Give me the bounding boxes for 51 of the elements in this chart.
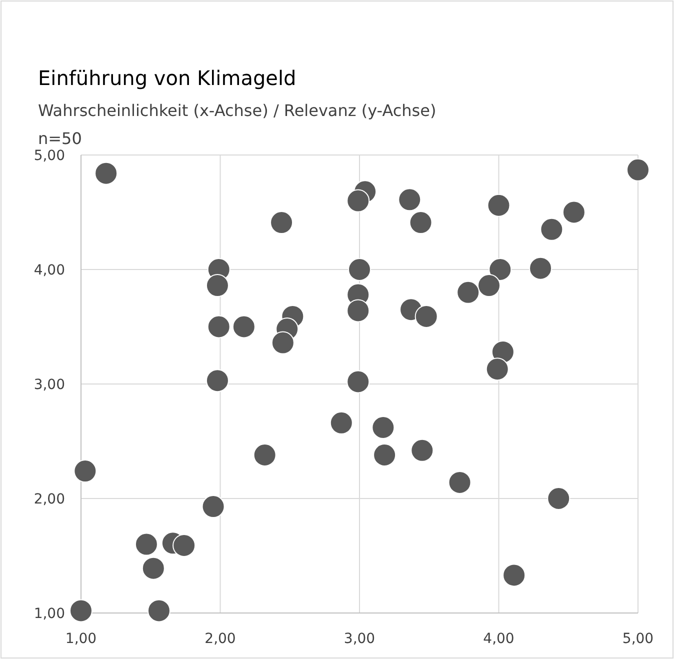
y-tick-label: 5,00	[34, 148, 65, 164]
point	[562, 200, 586, 224]
point	[74, 460, 97, 482]
x-tick-label: 3,00	[344, 631, 376, 647]
point	[270, 211, 294, 234]
point	[348, 258, 371, 281]
point	[456, 280, 480, 304]
point	[346, 370, 370, 394]
point	[502, 564, 526, 587]
point	[398, 188, 422, 212]
y-tick-label: 4,00	[34, 262, 65, 278]
x-tick-label: 5,00	[622, 631, 654, 647]
point	[410, 438, 434, 462]
point	[409, 211, 432, 234]
point	[626, 158, 650, 182]
point	[372, 416, 395, 439]
point	[487, 194, 510, 217]
y-tick-label: 2,00	[34, 492, 65, 508]
point	[540, 218, 564, 241]
point	[142, 556, 165, 580]
point	[206, 369, 229, 392]
x-tick-label: 1,00	[65, 631, 97, 647]
point	[346, 189, 370, 212]
point	[232, 315, 256, 338]
point	[478, 274, 501, 298]
point	[207, 315, 230, 338]
point	[547, 487, 570, 510]
chart-subtitle: Wahrscheinlichkeit (x-Achse) / Relevanz (y-Achse)	[38, 101, 436, 120]
point	[529, 256, 552, 280]
y-tick-label: 3,00	[34, 377, 65, 393]
point	[253, 444, 276, 466]
point	[414, 304, 438, 328]
point	[330, 411, 353, 434]
x-tick-label: 4,00	[483, 631, 514, 647]
point	[448, 470, 472, 494]
point	[206, 274, 229, 298]
point	[488, 258, 512, 281]
x-tick-label: 2,00	[204, 631, 236, 647]
point	[172, 534, 196, 557]
point	[271, 331, 294, 354]
point	[373, 444, 396, 466]
y-tick-label: 1,00	[34, 606, 65, 622]
text: n=50	[38, 129, 82, 148]
chart-title: Einführung von Klimageld	[38, 66, 296, 90]
point	[486, 358, 509, 381]
point	[134, 532, 158, 556]
point	[147, 599, 170, 622]
point	[202, 495, 225, 518]
point	[346, 299, 370, 322]
point	[94, 162, 118, 185]
point	[70, 599, 92, 622]
